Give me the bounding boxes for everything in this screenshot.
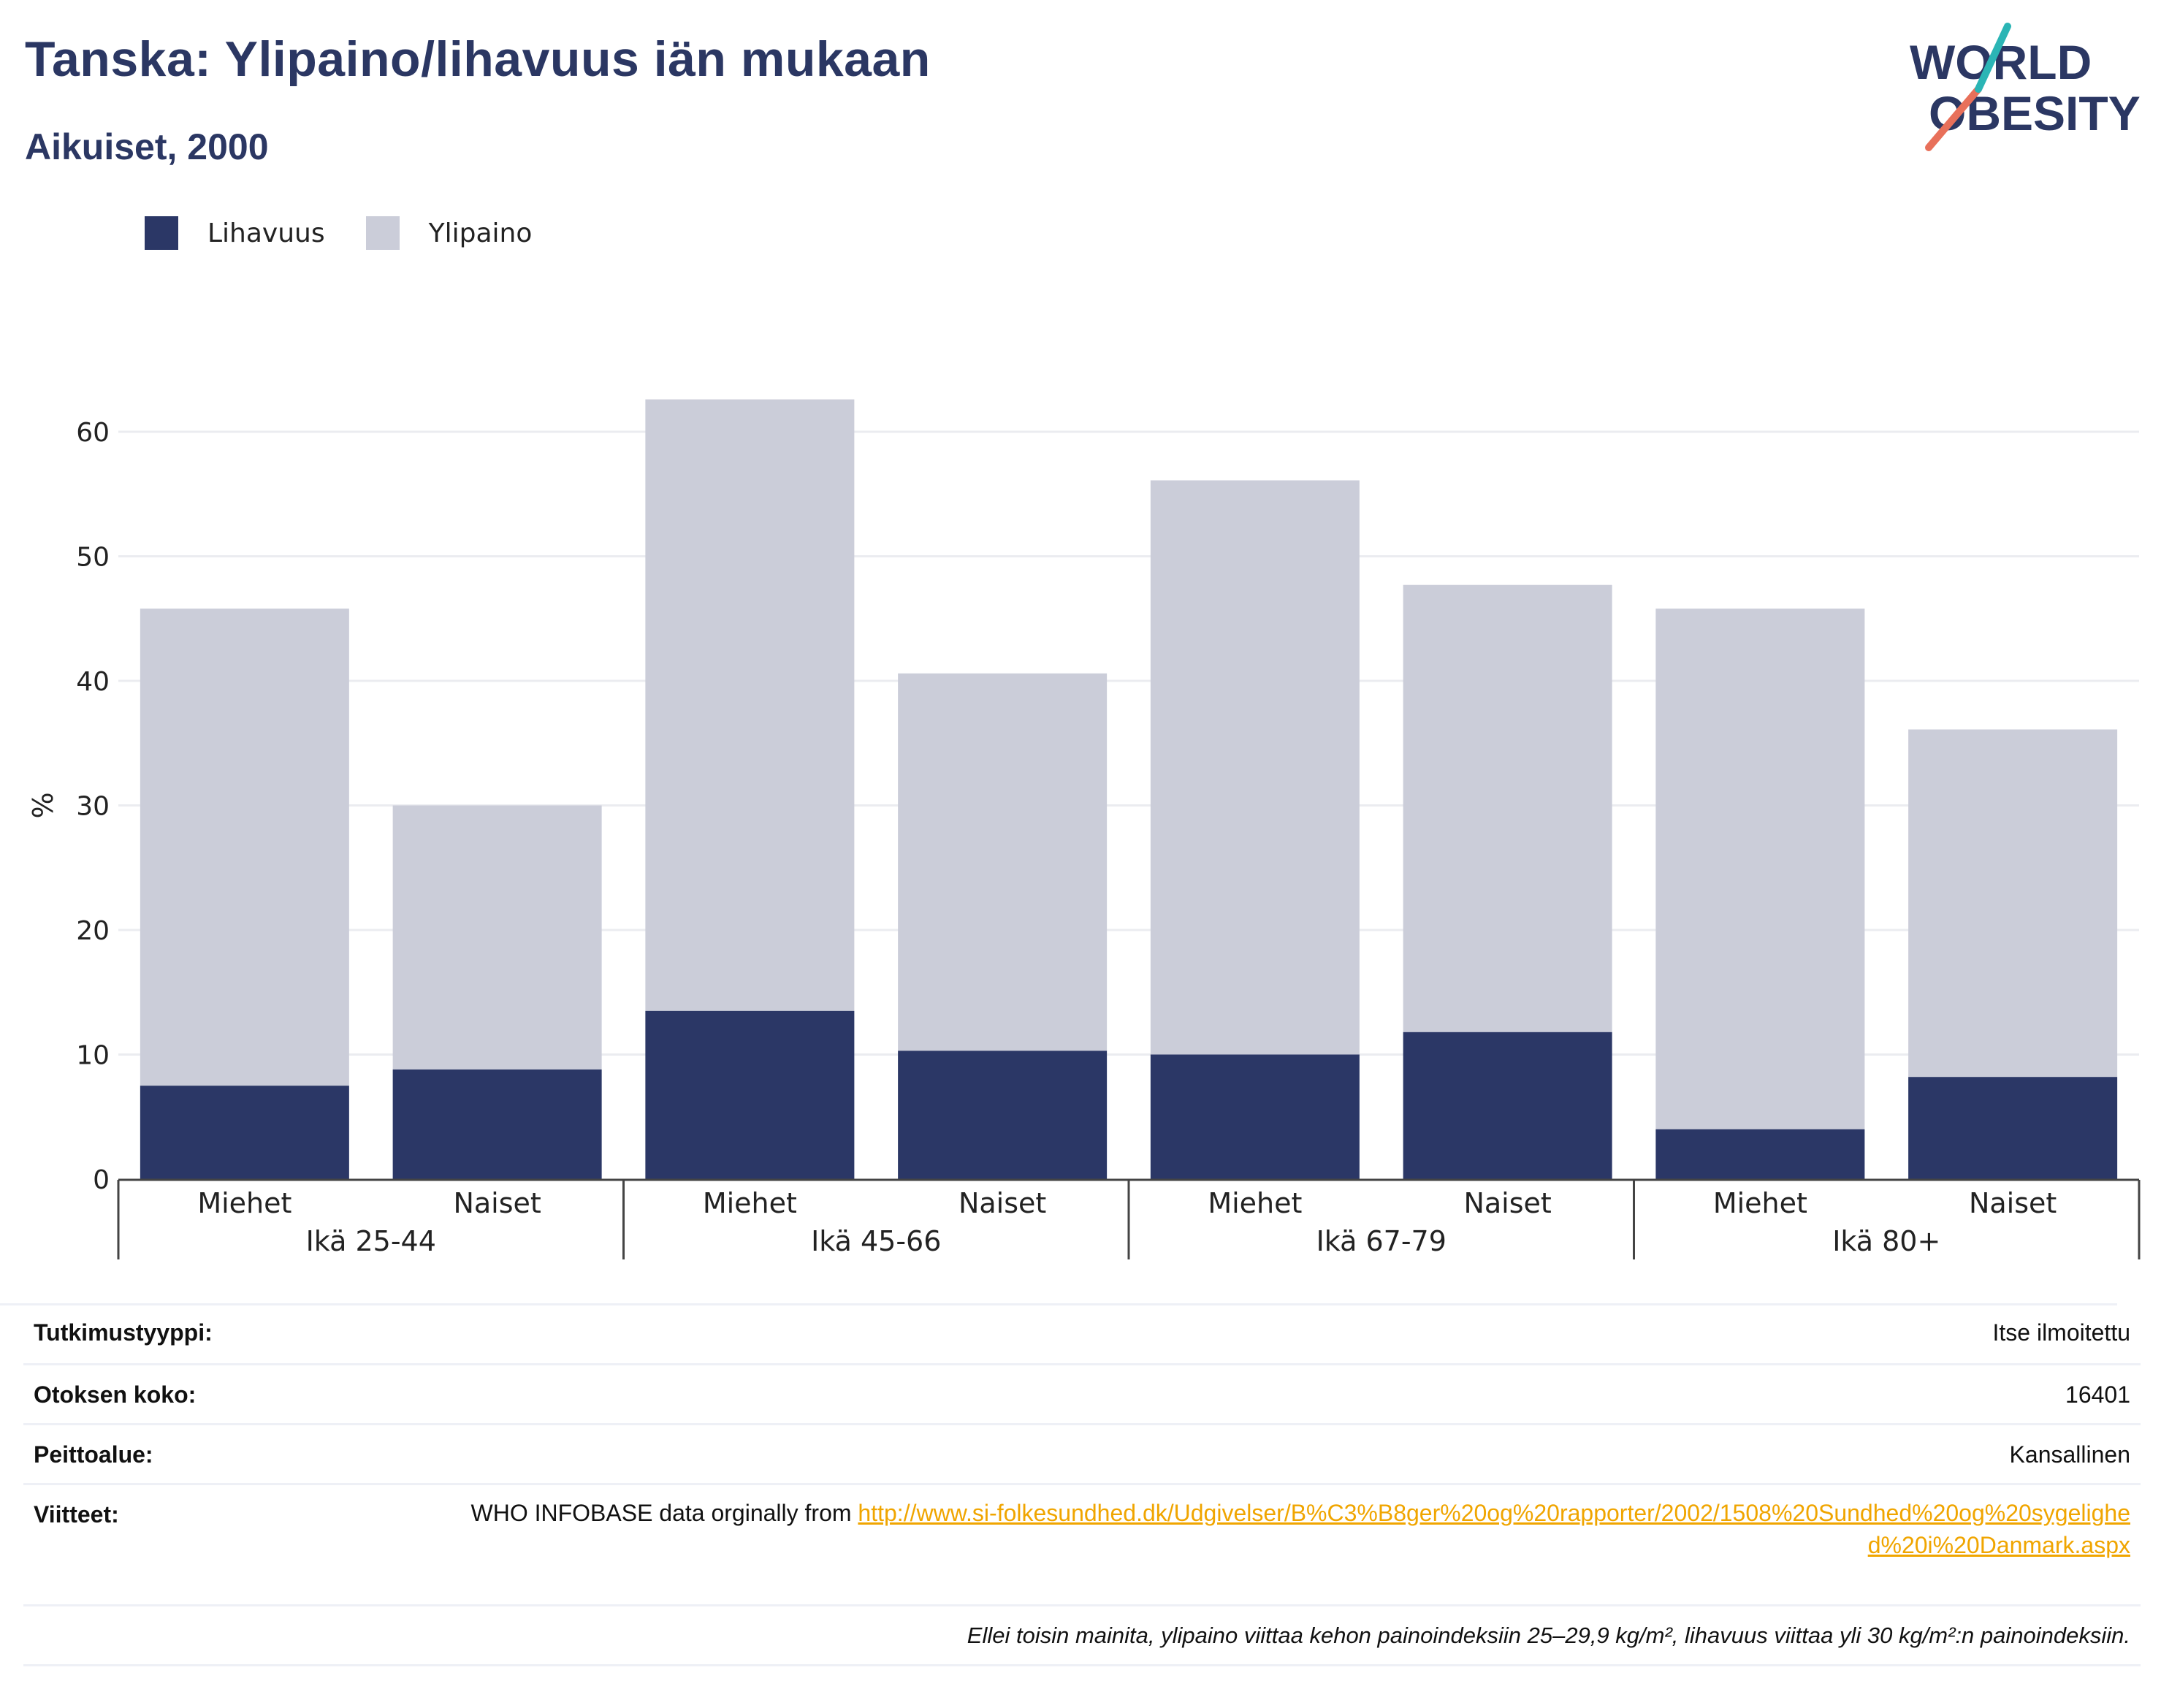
bar-overweight — [140, 609, 349, 1086]
meta-row-study-type: Tutkimustyyppi: Itse ilmoitettu — [23, 1303, 2141, 1363]
y-tick-label: 50 — [76, 543, 110, 573]
x-tick-label: Naiset — [958, 1187, 1046, 1219]
bar-overweight — [1908, 729, 2118, 1078]
x-tick-label: Miehet — [1713, 1187, 1807, 1219]
bar-overweight — [1150, 480, 1360, 1055]
sample-size-value: 16401 — [2065, 1381, 2130, 1408]
coverage-value: Kansallinen — [2009, 1441, 2130, 1468]
y-tick-label: 20 — [76, 916, 110, 946]
y-tick-label: 30 — [76, 792, 110, 822]
bar-obesity — [392, 1069, 602, 1179]
study-type-label: Tutkimustyyppi: — [34, 1319, 213, 1346]
legend-label-overweight: Ylipaino — [428, 218, 533, 248]
meta-divider-top — [0, 1303, 2117, 1305]
x-tick-label: Naiset — [453, 1187, 541, 1219]
legend-label-obesity: Lihavuus — [207, 218, 325, 248]
bar-obesity — [1908, 1077, 2118, 1179]
meta-row-sample-size: Otoksen koko: 16401 — [23, 1363, 2141, 1425]
logo-word-obesity: OBESITY — [1929, 86, 2141, 140]
study-type-value: Itse ilmoitettu — [1992, 1319, 2130, 1346]
meta-row-footnote: Ellei toisin mainita, ylipaino viittaa k… — [23, 1604, 2141, 1666]
bar-overweight — [1403, 584, 1612, 1032]
chart-legend: Lihavuus Ylipaino — [145, 216, 573, 250]
bar-overweight — [645, 399, 855, 1011]
meta-divider-bottom — [23, 1664, 2141, 1668]
y-tick-label: 10 — [76, 1041, 110, 1071]
y-tick-label: 0 — [93, 1165, 110, 1195]
bar-chart: 0 10 20 30 40 50 60% Miehet Naiset Miehet Naiset Mi… — [27, 399, 2141, 1259]
group-label: Ikä 80+ — [1832, 1225, 1940, 1257]
logo-slash-teal — [1975, 23, 2011, 93]
meta-row-coverage: Peittoalue: Kansallinen — [23, 1423, 2141, 1485]
legend-item-obesity[interactable]: Lihavuus — [145, 216, 325, 250]
bar-obesity — [1150, 1054, 1360, 1179]
bar-obesity — [140, 1086, 349, 1179]
y-tick-label: 40 — [76, 667, 110, 697]
coverage-label: Peittoalue: — [34, 1441, 153, 1468]
bar-overweight — [1655, 609, 1865, 1129]
group-label: Ikä 25-44 — [306, 1225, 436, 1257]
group-label: Ikä 45-66 — [811, 1225, 941, 1257]
legend-swatch-overweight — [365, 216, 400, 250]
y-axis-label: % — [27, 792, 59, 818]
sample-size-label: Otoksen koko: — [34, 1381, 197, 1408]
references-link[interactable]: http://www.si-folkesundhed.dk/Udgivelser… — [858, 1500, 2130, 1558]
bar-obesity — [898, 1051, 1108, 1179]
references-value: WHO INFOBASE data orginally from http://… — [450, 1497, 2131, 1561]
references-text: WHO INFOBASE data orginally from — [470, 1500, 858, 1526]
bar-overweight — [392, 805, 602, 1070]
y-tick-label: 60 — [76, 418, 110, 448]
bar-obesity — [1655, 1129, 1865, 1179]
chart-subtitle: Aikuiset, 2000 — [25, 126, 269, 167]
bar-obesity — [645, 1010, 855, 1179]
world-obesity-logo: WORLD OBESITY — [1910, 23, 2141, 151]
legend-swatch-obesity — [145, 216, 178, 250]
x-tick-label: Naiset — [1463, 1187, 1551, 1219]
footnote-text: Ellei toisin mainita, ylipaino viittaa k… — [967, 1623, 2130, 1648]
logo-slash-red — [1925, 85, 1982, 151]
chart-title: Tanska: Ylipaino/lihavuus iän mukaan — [25, 31, 931, 87]
meta-row-references: Viitteet: WHO INFOBASE data orginally fr… — [23, 1483, 2141, 1606]
references-label: Viitteet: — [34, 1501, 119, 1528]
bar-overweight — [898, 673, 1108, 1051]
x-tick-label: Naiset — [1969, 1187, 2057, 1219]
group-label: Ikä 67-79 — [1316, 1225, 1447, 1257]
legend-item-overweight[interactable]: Ylipaino — [365, 216, 533, 250]
x-tick-label: Miehet — [1208, 1187, 1302, 1219]
x-tick-label: Miehet — [197, 1187, 291, 1219]
x-tick-label: Miehet — [703, 1187, 797, 1219]
bar-obesity — [1403, 1032, 1612, 1179]
